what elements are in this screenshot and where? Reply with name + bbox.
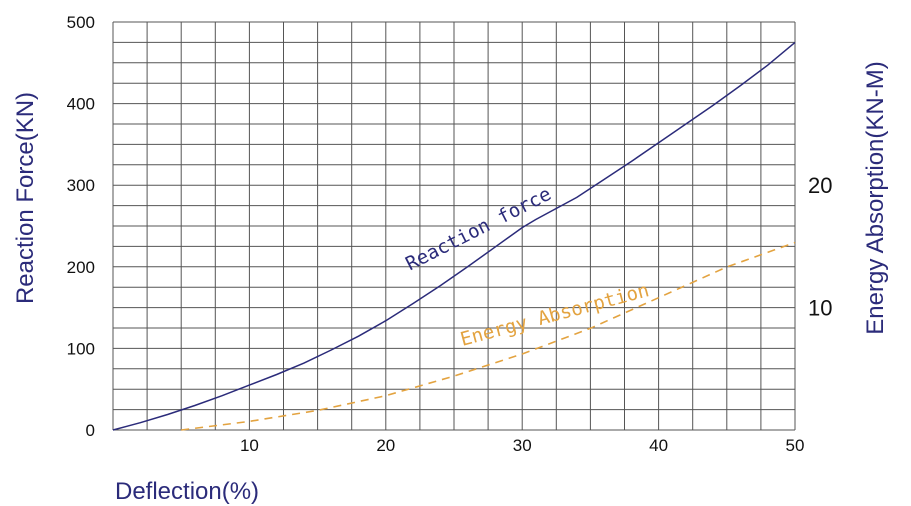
y-tick-label: 100 (67, 339, 95, 358)
y-tick-label: 0 (86, 421, 95, 440)
x-tick-label: 20 (376, 436, 395, 455)
energy-absorption-line (181, 241, 796, 431)
y2-tick-label: 20 (808, 173, 832, 198)
x-tick-label: 40 (649, 436, 668, 455)
reaction-force-line (112, 41, 796, 431)
y-axis-ticks: 0 100 200 300 400 500 (67, 13, 95, 440)
y-tick-label: 500 (67, 13, 95, 32)
series-group (112, 41, 796, 431)
y-tick-label: 200 (67, 258, 95, 277)
y-tick-label: 300 (67, 176, 95, 195)
y2-axis-ticks: 10 20 (808, 173, 832, 321)
x-tick-label: 10 (240, 436, 259, 455)
y-tick-label: 400 (67, 95, 95, 114)
y2-tick-label: 10 (808, 295, 832, 320)
x-tick-label: 50 (786, 436, 805, 455)
x-tick-label: 30 (513, 436, 532, 455)
y-axis-title: Reaction Force(KN) (12, 92, 39, 304)
energy-absorption-label: Energy Absorption (458, 279, 652, 351)
grid (112, 21, 796, 431)
x-axis-title: Deflection(%) (115, 478, 259, 505)
reaction-force-label: Reaction force (402, 183, 555, 275)
y2-axis-title: Energy Absorption(KN-M) (862, 61, 889, 334)
x-axis-ticks: 10 20 30 40 50 (240, 436, 805, 455)
